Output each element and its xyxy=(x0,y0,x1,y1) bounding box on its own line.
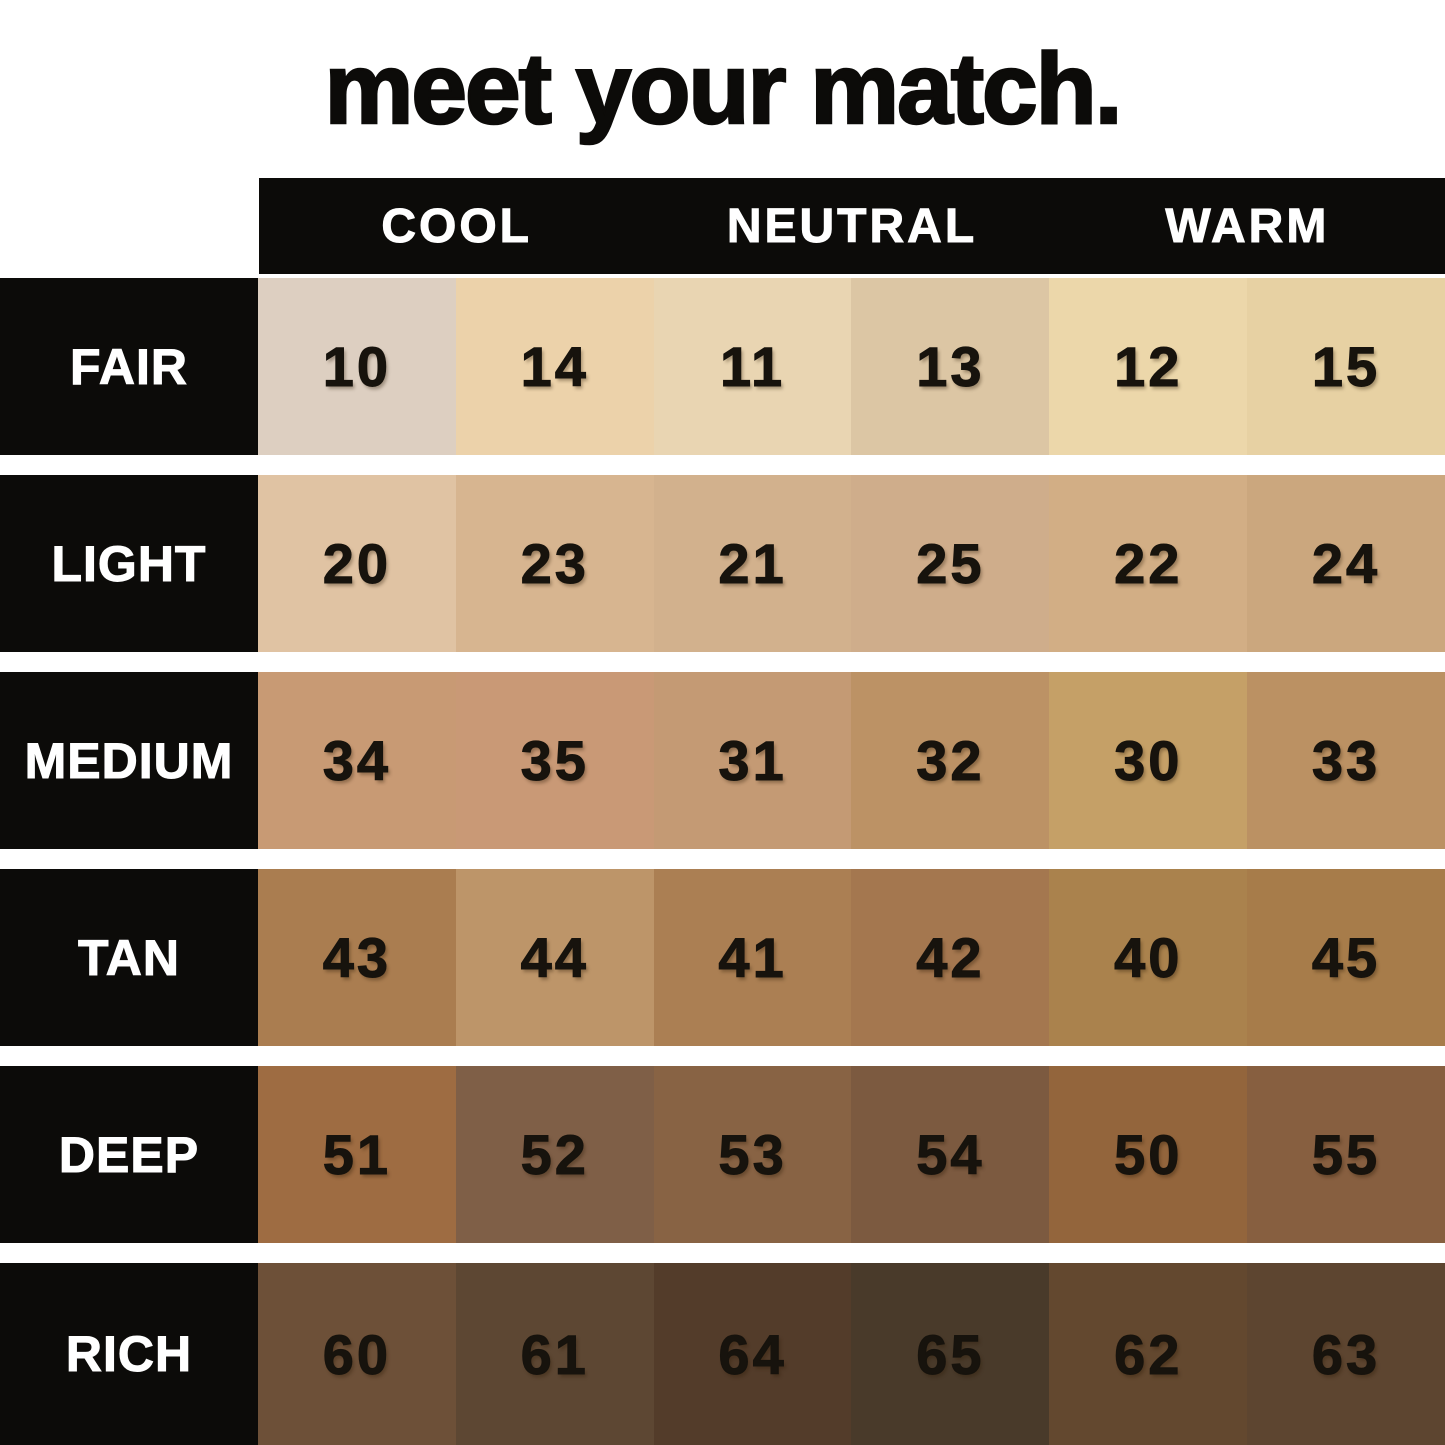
row-label: FAIR xyxy=(0,278,258,455)
shade-row-deep: DEEP 51 52 53 54 50 55 xyxy=(0,1066,1445,1243)
shade-swatch: 32 xyxy=(851,672,1050,849)
shade-number: 52 xyxy=(520,1123,589,1187)
shade-rows: FAIR 10 14 11 13 12 15 LIGHT 20 23 21 25 22 24 MEDIUM 3… xyxy=(0,278,1445,1445)
shade-swatch: 15 xyxy=(1247,278,1445,455)
shade-row-tan: TAN 43 44 41 42 40 45 xyxy=(0,869,1445,1046)
shade-number: 45 xyxy=(1311,926,1381,990)
shade-swatch: 42 xyxy=(851,869,1050,1046)
row-label: TAN xyxy=(0,869,258,1046)
shade-swatch: 43 xyxy=(258,869,456,1046)
shade-number: 62 xyxy=(1114,1322,1183,1386)
shade-swatch: 54 xyxy=(851,1066,1050,1243)
column-header-bar: COOL NEUTRAL WARM xyxy=(259,178,1445,274)
shade-number: 13 xyxy=(916,335,985,399)
shade-number: 23 xyxy=(520,532,589,596)
shade-swatch: 51 xyxy=(258,1066,456,1243)
shade-number: 44 xyxy=(520,926,589,990)
shade-number: 43 xyxy=(322,926,392,990)
shade-swatch: 45 xyxy=(1247,869,1445,1046)
shade-swatch: 55 xyxy=(1247,1066,1445,1243)
shade-swatch: 24 xyxy=(1247,475,1445,652)
shade-number: 65 xyxy=(916,1322,985,1386)
shade-number: 31 xyxy=(718,729,787,793)
shade-number: 40 xyxy=(1114,926,1183,990)
shade-number: 34 xyxy=(322,729,392,793)
shade-swatch: 23 xyxy=(455,475,654,652)
shade-swatch: 13 xyxy=(851,278,1050,455)
row-label: MEDIUM xyxy=(0,672,258,849)
shade-swatch: 41 xyxy=(653,869,852,1046)
shade-swatch: 61 xyxy=(455,1263,654,1445)
shade-swatch: 63 xyxy=(1247,1263,1445,1445)
shade-swatch: 34 xyxy=(258,672,456,849)
shade-number: 60 xyxy=(322,1322,392,1386)
shade-number: 63 xyxy=(1311,1322,1381,1386)
title-area: meet your match. xyxy=(0,0,1445,178)
shade-number: 53 xyxy=(718,1123,787,1187)
column-header-cool: COOL xyxy=(381,199,532,253)
shade-number: 50 xyxy=(1114,1123,1183,1187)
shade-swatch: 65 xyxy=(851,1263,1050,1445)
shade-swatch: 31 xyxy=(653,672,852,849)
shade-number: 55 xyxy=(1311,1123,1381,1187)
column-header-neutral: NEUTRAL xyxy=(726,199,978,253)
shade-number: 61 xyxy=(520,1322,589,1386)
shade-swatch: 22 xyxy=(1049,475,1248,652)
shade-number: 33 xyxy=(1311,729,1381,793)
shade-swatch: 35 xyxy=(455,672,654,849)
shade-swatch: 52 xyxy=(455,1066,654,1243)
shade-swatch: 50 xyxy=(1049,1066,1248,1243)
shade-swatch: 33 xyxy=(1247,672,1445,849)
row-label: DEEP xyxy=(0,1066,258,1243)
shade-number: 41 xyxy=(718,926,787,990)
row-label: RICH xyxy=(0,1263,258,1445)
shade-number: 15 xyxy=(1311,335,1381,399)
shade-swatch: 53 xyxy=(653,1066,852,1243)
shade-row-fair: FAIR 10 14 11 13 12 15 xyxy=(0,278,1445,455)
shade-swatch: 30 xyxy=(1049,672,1248,849)
shade-number: 11 xyxy=(719,335,786,399)
shade-row-medium: MEDIUM 34 35 31 32 30 33 xyxy=(0,672,1445,849)
shade-swatch: 44 xyxy=(455,869,654,1046)
shade-number: 10 xyxy=(322,335,392,399)
shade-swatch: 11 xyxy=(653,278,852,455)
shade-number: 30 xyxy=(1114,729,1183,793)
shade-number: 24 xyxy=(1311,532,1381,596)
shade-number: 14 xyxy=(520,335,589,399)
shade-number: 25 xyxy=(916,532,985,596)
row-label: LIGHT xyxy=(0,475,258,652)
shade-swatch: 25 xyxy=(851,475,1050,652)
shade-swatch: 60 xyxy=(258,1263,456,1445)
shade-swatch: 12 xyxy=(1049,278,1248,455)
shade-number: 54 xyxy=(916,1123,985,1187)
shade-swatch: 10 xyxy=(258,278,456,455)
shade-number: 12 xyxy=(1114,335,1183,399)
shade-number: 20 xyxy=(322,532,392,596)
shade-row-light: LIGHT 20 23 21 25 22 24 xyxy=(0,475,1445,652)
column-header-warm: WARM xyxy=(1165,199,1330,253)
shade-number: 42 xyxy=(916,926,985,990)
shade-swatch: 40 xyxy=(1049,869,1248,1046)
shade-row-rich: RICH 60 61 64 65 62 63 xyxy=(0,1263,1445,1445)
shade-swatch: 62 xyxy=(1049,1263,1248,1445)
shade-swatch: 21 xyxy=(653,475,852,652)
shade-number: 21 xyxy=(718,532,787,596)
shade-number: 51 xyxy=(322,1123,392,1187)
shade-number: 22 xyxy=(1114,532,1183,596)
shade-number: 64 xyxy=(718,1322,787,1386)
shade-number: 35 xyxy=(520,729,589,793)
page-title: meet your match. xyxy=(323,31,1124,146)
shade-swatch: 64 xyxy=(653,1263,852,1445)
shade-number: 32 xyxy=(916,729,985,793)
shade-swatch: 14 xyxy=(455,278,654,455)
shade-swatch: 20 xyxy=(258,475,456,652)
